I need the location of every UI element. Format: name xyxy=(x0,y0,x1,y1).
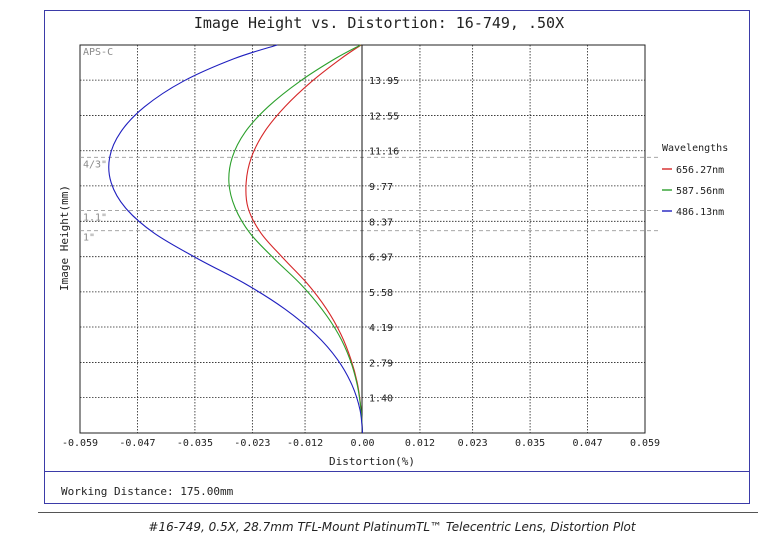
y-tick-label-4: 6.97 xyxy=(369,253,393,264)
y-tick-label-3: 5.58 xyxy=(369,288,393,299)
legend: Wavelengths 656.27nm 587.56nm 486.13nm xyxy=(662,143,728,218)
x-axis-label: Distortion(%) xyxy=(329,455,415,468)
plot-frame xyxy=(44,10,750,504)
x-tick-label-7: 0.023 xyxy=(458,438,488,449)
y-tick-labels: 1.40 2.79 4.19 5.58 6.97 8.37 9.77 11.16 12.55 13… xyxy=(369,76,399,404)
sensor-label-0: APS-C xyxy=(83,47,113,58)
x-tick-label-6: 0.012 xyxy=(405,438,435,449)
y-tick-label-9: 13.95 xyxy=(369,76,399,87)
x-tick-label-1: -0.047 xyxy=(119,438,155,449)
sensor-markers: APS-C 4/3" 1.1" 1" xyxy=(80,47,660,244)
chart-title: Image Height vs. Distortion: 16-749, .50… xyxy=(194,14,564,32)
y-tick-label-8: 12.55 xyxy=(369,112,399,123)
y-tick-label-2: 4.19 xyxy=(369,323,393,334)
x-tick-label-2: -0.035 xyxy=(177,438,213,449)
x-tick-label-9: 0.047 xyxy=(572,438,602,449)
caption-rule xyxy=(38,512,758,513)
sensor-label-3: 1" xyxy=(83,233,95,244)
series-lines xyxy=(108,44,364,434)
sensor-label-2: 1.1" xyxy=(83,212,107,223)
legend-label-2: 486.13nm xyxy=(676,207,724,218)
y-tick-label-7: 11.16 xyxy=(369,147,399,158)
x-tick-label-10: 0.059 xyxy=(630,438,660,449)
figure-caption: #16-749, 0.5X, 28.7mm TFL-Mount Platinum… xyxy=(148,520,636,534)
y-tick-label-6: 9.77 xyxy=(369,182,393,193)
legend-label-1: 587.56nm xyxy=(676,186,724,197)
y-tick-label-5: 8.37 xyxy=(369,217,393,228)
working-distance: Working Distance: 175.00mm xyxy=(61,485,234,498)
series-line-0 xyxy=(245,44,364,434)
y-axis-label: Image Height(mm) xyxy=(58,185,71,291)
x-tick-label-8: 0.035 xyxy=(515,438,545,449)
x-tick-label-5: 0.00 xyxy=(350,438,374,449)
sensor-label-1: 4/3" xyxy=(83,159,107,170)
series-line-2 xyxy=(108,44,364,434)
legend-title: Wavelengths xyxy=(662,143,728,154)
series-line-1 xyxy=(228,44,364,434)
y-tick-label-0: 1.40 xyxy=(369,394,393,405)
working-distance-divider xyxy=(44,471,750,472)
legend-label-0: 656.27nm xyxy=(676,165,724,176)
x-tick-label-0: -0.059 xyxy=(62,438,98,449)
x-tick-label-4: -0.012 xyxy=(287,438,323,449)
legend-items: 656.27nm 587.56nm 486.13nm xyxy=(662,165,724,218)
x-tick-label-3: -0.023 xyxy=(234,438,270,449)
x-tick-labels: -0.059 -0.047 -0.035 -0.023 -0.012 0.00 0.012 0… xyxy=(62,438,660,449)
y-tick-label-1: 2.79 xyxy=(369,358,393,369)
